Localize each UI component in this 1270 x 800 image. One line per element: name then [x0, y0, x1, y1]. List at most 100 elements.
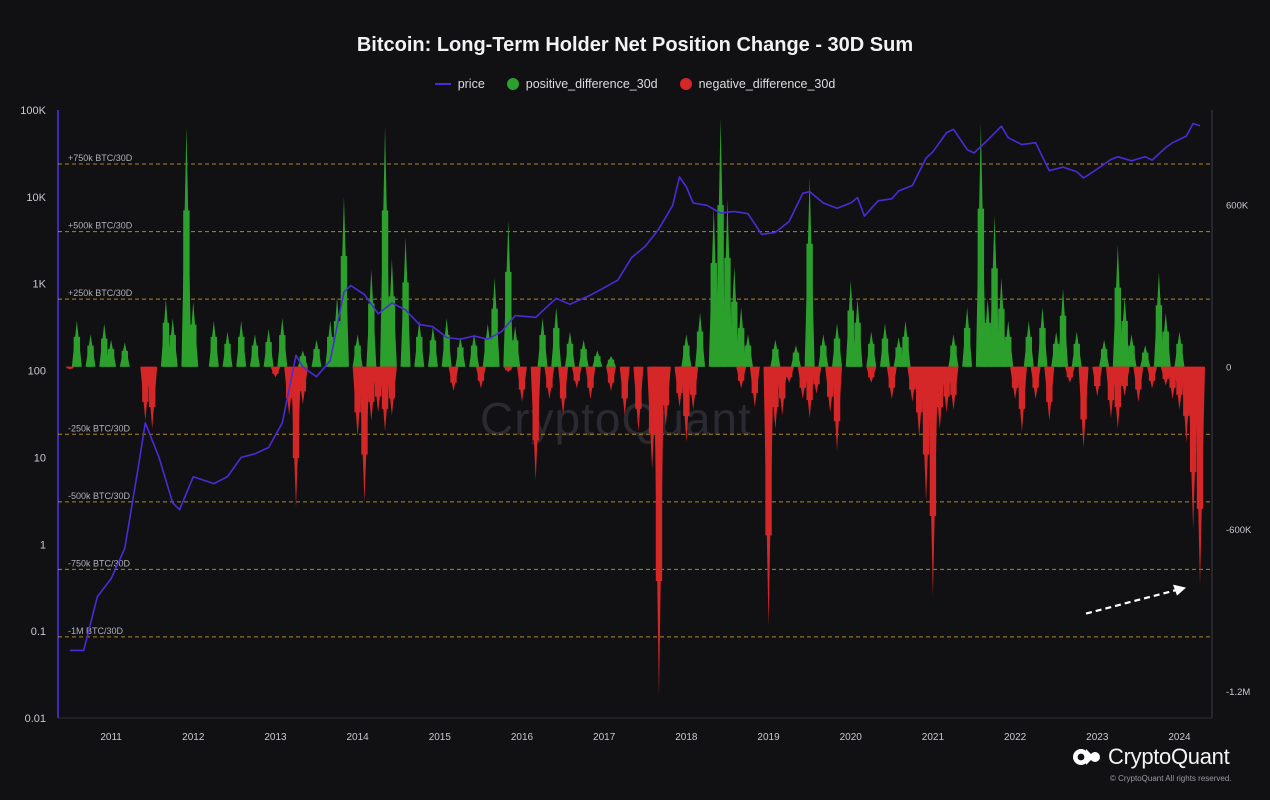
- legend-item-positive[interactable]: positive_difference_30d: [506, 77, 658, 91]
- negative-difference-bar-body: [1189, 366, 1197, 473]
- y-left-tick-label: 0.01: [25, 713, 46, 725]
- positive-difference-bar-body: [121, 350, 128, 367]
- y-right-tick-label: -1.2M: [1226, 687, 1250, 698]
- positive-difference-bar-body: [511, 340, 519, 367]
- negative-difference-bar-body: [662, 366, 670, 406]
- positive-difference-bar-body: [744, 345, 752, 367]
- negative-difference-bar-body: [374, 366, 382, 397]
- positive-difference-bar-body: [238, 336, 245, 367]
- negative-difference-bar-body: [573, 366, 580, 381]
- positive-difference-bar-body: [539, 335, 546, 367]
- positive-difference-bar-body: [1100, 349, 1108, 367]
- positive-difference-bar-body: [354, 345, 361, 367]
- chart-legend: price positive_difference_30d negative_d…: [0, 77, 1270, 91]
- positive-difference-bar-body: [279, 335, 286, 367]
- negative-difference-bar-body: [368, 366, 375, 402]
- positive-difference-bar-body: [1155, 305, 1163, 367]
- positive-difference-bar-body: [977, 208, 985, 367]
- positive-difference-bar-body: [895, 347, 902, 367]
- positive-difference-bar-body: [731, 301, 738, 367]
- x-tick-label: 2011: [100, 732, 122, 743]
- negative-difference-bar-body: [1121, 366, 1128, 387]
- legend-line-icon: [434, 83, 451, 85]
- positive-difference-bar-body: [580, 349, 587, 367]
- negative-difference-bar-body: [779, 366, 786, 399]
- negative-difference-bar-body: [868, 366, 875, 378]
- x-tick-label: 2024: [1168, 732, 1191, 743]
- negative-difference-bar-body: [450, 366, 457, 383]
- positive-difference-bar-body: [792, 352, 800, 367]
- negative-difference-bar-body: [546, 366, 553, 388]
- positive-difference-bar-body: [1121, 321, 1128, 367]
- negative-difference-bar-body: [1148, 366, 1156, 381]
- positive-difference-bar-body: [806, 243, 813, 367]
- positive-difference-bar-body: [169, 335, 176, 367]
- negative-difference-bar-body: [518, 366, 526, 390]
- negative-difference-bar-body: [1018, 366, 1026, 409]
- negative-difference-bar-body: [142, 366, 149, 402]
- legend-item-negative[interactable]: negative_difference_30d: [679, 77, 835, 91]
- positive-difference-bar-body: [368, 303, 375, 367]
- legend-item-price[interactable]: price: [434, 77, 485, 91]
- reference-line-label: +250k BTC/30D: [68, 288, 133, 298]
- positive-difference-bar-body: [594, 356, 601, 367]
- y-left-tick-label: 10K: [26, 192, 46, 204]
- negative-difference-bar-body: [272, 366, 279, 374]
- x-tick-label: 2018: [675, 732, 698, 743]
- positive-difference-bar-body: [566, 343, 574, 367]
- positive-difference-bar-body: [833, 338, 841, 367]
- negative-difference-bar-body: [148, 366, 156, 408]
- annotation-arrow-head: [1173, 584, 1186, 596]
- x-tick-label: 2016: [511, 732, 534, 743]
- legend-dot-icon: [506, 78, 519, 90]
- negative-difference-bar-body: [690, 366, 697, 395]
- positive-difference-bar-body: [251, 345, 259, 367]
- negative-difference-bar-body: [943, 366, 950, 397]
- positive-difference-bar-body: [710, 263, 717, 367]
- cryptoquant-logo-icon: [1073, 749, 1100, 765]
- price-line: [70, 122, 1201, 652]
- positive-difference-bar-body: [1059, 315, 1067, 367]
- x-tick-label: 2019: [757, 732, 780, 743]
- negative-difference-bar-body: [806, 366, 813, 401]
- positive-difference-bar-body: [402, 282, 409, 367]
- reference-line-label: -250k BTC/30D: [68, 423, 131, 433]
- positive-difference-bar-body: [868, 343, 875, 367]
- negative-difference-bar-body: [292, 366, 300, 459]
- negative-difference-bar-body: [381, 366, 389, 409]
- x-tick-label: 2020: [840, 732, 863, 743]
- negative-difference-bar-body: [607, 366, 615, 383]
- y-left-tick-label: 1K: [33, 279, 47, 291]
- negative-difference-bar-body: [648, 366, 656, 434]
- positive-difference-bar-body: [772, 349, 779, 367]
- positive-difference-bar-body: [1005, 336, 1012, 367]
- positive-difference-bar-body: [607, 359, 615, 367]
- negative-difference-bar-body: [833, 366, 841, 422]
- x-tick-label: 2014: [347, 732, 370, 743]
- positive-difference-bar-body: [340, 256, 348, 367]
- positive-difference-bar-body: [381, 210, 389, 367]
- positive-difference-bar-body: [333, 321, 341, 367]
- positive-difference-bar-body: [491, 308, 498, 367]
- negative-difference-bar-body: [765, 366, 772, 536]
- y-left-tick-label: 10: [34, 452, 46, 464]
- x-tick-label: 2017: [593, 732, 616, 743]
- y-right-tick-label: -600K: [1226, 525, 1252, 536]
- negative-difference-bar-body: [587, 366, 594, 388]
- watermark: CryptoQuant: [480, 393, 752, 445]
- legend-label: positive_difference_30d: [525, 77, 658, 91]
- annotation-arrow-shaft: [1085, 588, 1179, 615]
- negative-difference-bar-body: [66, 366, 74, 369]
- x-tick-label: 2012: [182, 732, 205, 743]
- legend-label: price: [457, 77, 485, 91]
- positive-difference-group: [71, 118, 1185, 367]
- x-tick-label: 2022: [1004, 732, 1027, 743]
- copyright-text: © CryptoQuant All rights reserved.: [1110, 774, 1232, 783]
- positive-difference-bar-body: [388, 296, 396, 367]
- negative-difference-bar-body: [909, 366, 916, 390]
- reference-line-label: +500k BTC/30D: [68, 221, 133, 231]
- positive-difference-bar-body: [820, 345, 827, 367]
- negative-difference-bar-body: [751, 366, 759, 394]
- positive-difference-bar-body: [717, 205, 724, 367]
